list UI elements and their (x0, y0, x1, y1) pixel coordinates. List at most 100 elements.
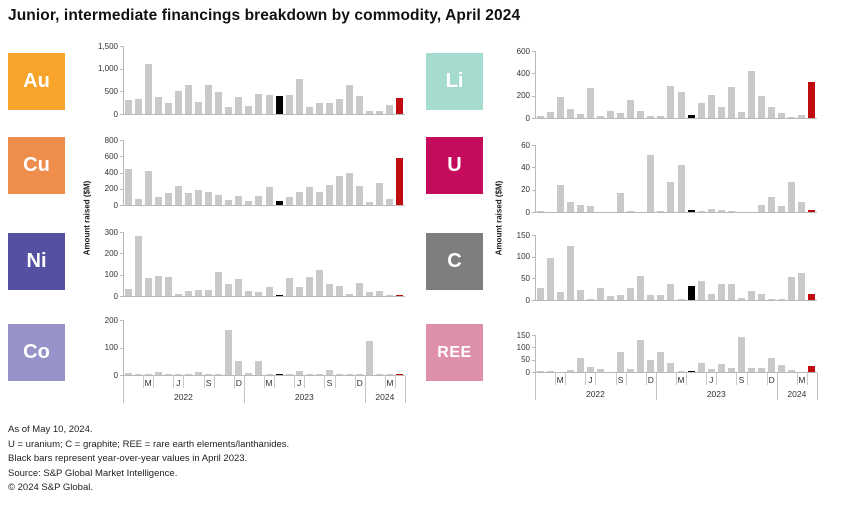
bar (245, 373, 253, 375)
bar (677, 371, 685, 372)
bar (586, 367, 594, 372)
bar-april-2024 (808, 81, 816, 118)
y-tick-mark (120, 156, 123, 158)
bar (647, 359, 655, 372)
bar (325, 370, 333, 375)
y-tick-mark (532, 145, 535, 146)
month-label: S (326, 378, 333, 388)
y-tick-label: 600 (516, 46, 530, 56)
y-tick-label: 200 (516, 91, 530, 101)
y-tick-mark (120, 274, 123, 276)
bar (225, 107, 233, 114)
bar (315, 103, 323, 114)
month-tick (264, 376, 265, 388)
bar (336, 175, 343, 205)
bar (667, 283, 675, 300)
y-tick-mark (532, 300, 535, 301)
bar (325, 102, 333, 114)
bar (576, 113, 584, 118)
note-source: Source: S&P Global Market Intelligence. (8, 467, 178, 479)
y-axis-line (535, 335, 536, 373)
bar (657, 115, 665, 118)
month-label: D (768, 375, 775, 385)
y-tick-mark (120, 91, 123, 93)
bar (154, 275, 162, 296)
month-tick (233, 376, 235, 388)
bar (124, 372, 132, 375)
bar (677, 91, 685, 118)
bar (164, 277, 172, 296)
bar (566, 370, 574, 372)
y-axis-line (535, 235, 536, 301)
month-label: J (588, 375, 593, 385)
bar-april-2024 (808, 294, 816, 300)
bar (195, 101, 202, 114)
bar (637, 275, 645, 300)
bar (788, 277, 796, 300)
bar (386, 199, 394, 205)
x-axis-line (535, 212, 817, 213)
bar (195, 371, 202, 375)
bar (285, 277, 293, 296)
year-label: 2022 (585, 389, 605, 399)
year-label: 2022 (173, 392, 193, 402)
month-tick (686, 373, 688, 385)
y-tick-label: 0 (113, 109, 118, 119)
bar (366, 201, 374, 205)
note-as-of: As of May 10, 2024. (8, 424, 93, 435)
y-tick-label: 0 (525, 367, 530, 377)
y-tick-mark (120, 296, 123, 297)
bar (325, 284, 333, 296)
year-divider (243, 376, 245, 403)
bar (295, 287, 303, 296)
commodity-symbol-u: U (447, 154, 462, 176)
bar (627, 369, 635, 372)
bar (315, 192, 323, 205)
bar (124, 169, 132, 205)
month-label: J (297, 378, 302, 388)
month-label: D (235, 378, 242, 388)
bar-april-2023 (275, 374, 283, 375)
bar (536, 370, 544, 372)
x-axis-line (123, 375, 405, 376)
bar-april-2024 (808, 365, 816, 372)
month-label: M (386, 378, 394, 388)
bar (336, 373, 343, 375)
bar (768, 197, 776, 212)
bar (265, 94, 273, 114)
bar (768, 298, 776, 300)
bar (768, 107, 776, 118)
bar (255, 94, 263, 114)
y-tick-label: 400 (104, 168, 118, 177)
bar (576, 358, 584, 372)
bar (265, 374, 273, 375)
bar (134, 236, 142, 296)
bar (386, 374, 394, 375)
bar (637, 339, 645, 372)
bar-april-2024 (396, 294, 404, 296)
bar (195, 190, 202, 205)
year-divider (655, 373, 657, 400)
bar (346, 173, 354, 205)
month-label: M (265, 378, 273, 388)
month-label: S (738, 375, 745, 385)
bar (607, 111, 614, 118)
bar (798, 273, 806, 300)
bar-april-2023 (687, 370, 695, 372)
bar (717, 363, 725, 372)
y-tick-mark (532, 167, 535, 169)
month-tick (595, 373, 597, 385)
bar (546, 112, 554, 118)
y-tick-label: 100 (516, 342, 530, 352)
bar (647, 115, 655, 118)
x-axis-line (535, 372, 817, 373)
bar (657, 294, 665, 300)
month-tick (615, 373, 617, 385)
y-tick-mark (120, 375, 123, 376)
bar (346, 374, 354, 375)
bar (677, 165, 685, 212)
bar (697, 210, 705, 212)
bar (215, 374, 223, 375)
bar (657, 210, 665, 212)
x-axis-line (535, 118, 817, 119)
